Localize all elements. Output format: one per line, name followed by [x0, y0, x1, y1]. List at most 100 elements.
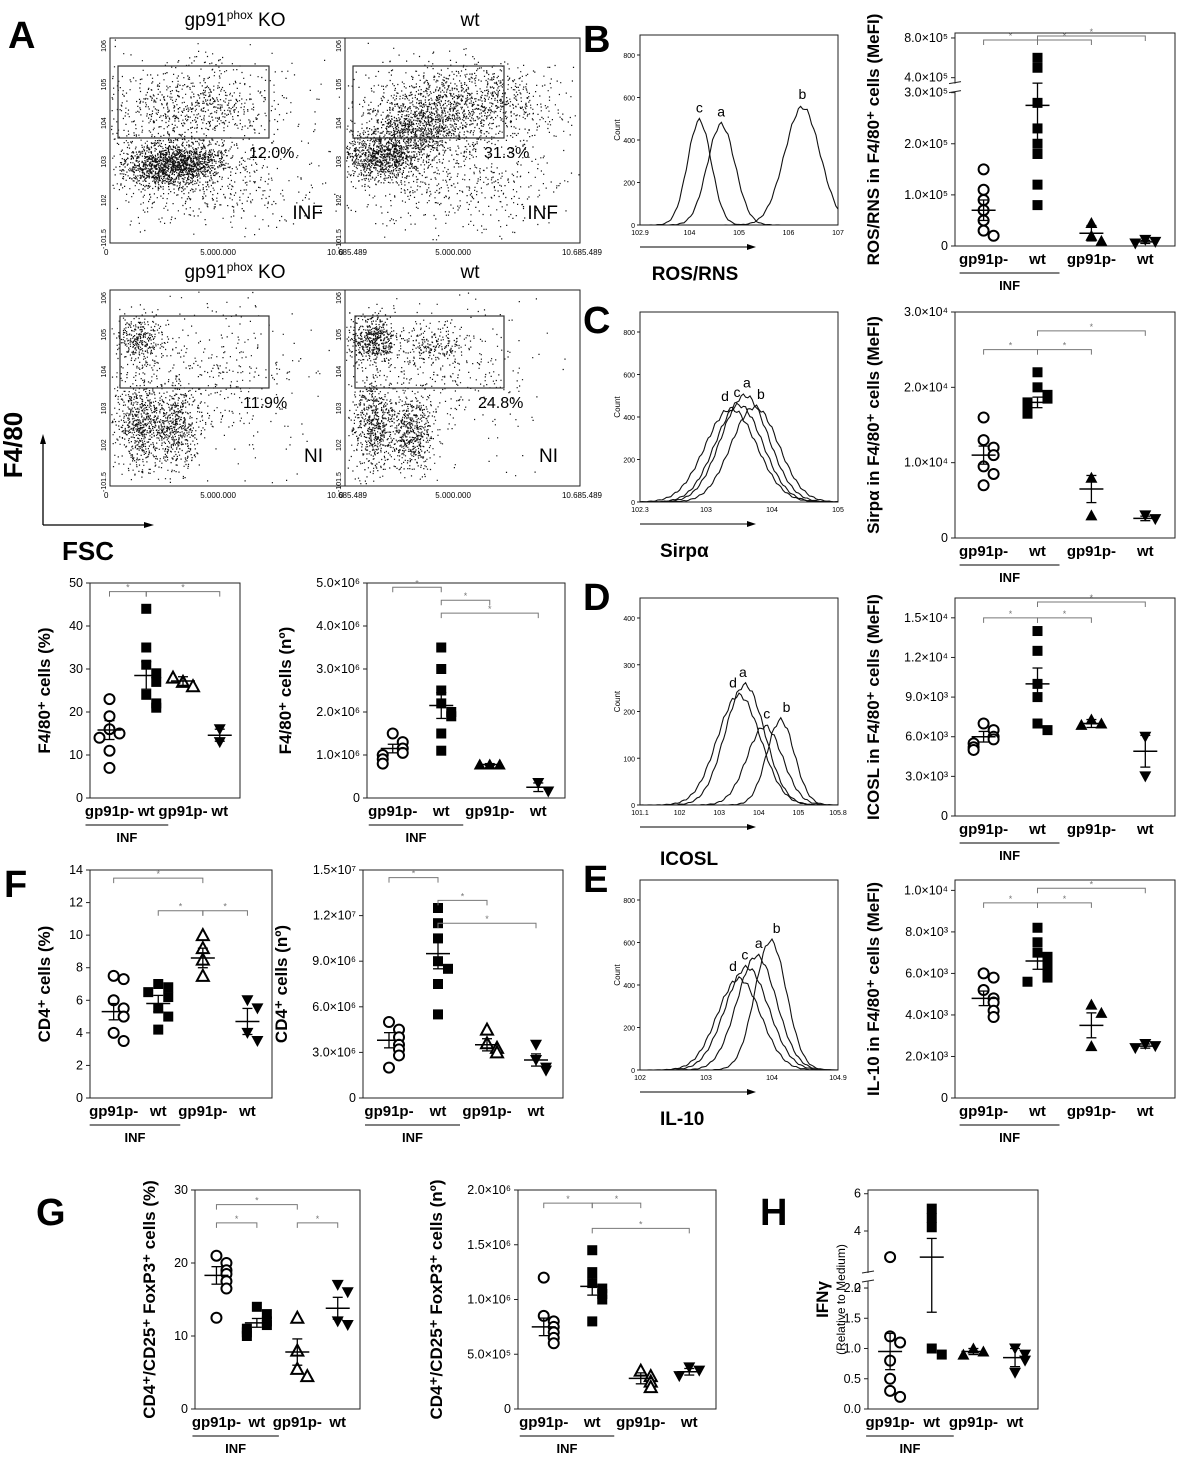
- histogram-peak-label: d: [721, 388, 729, 404]
- histogram-curve: [640, 975, 838, 1071]
- scatter-y-tick: 1.0×10⁴: [904, 883, 948, 897]
- data-point: [1139, 771, 1152, 783]
- histogram-B: 0 200 400 600 800 Count 102.9 104 105 106 107 c a b RO…: [613, 34, 844, 285]
- flow-condition-tag: NI: [539, 446, 558, 467]
- data-point: [107, 1026, 120, 1039]
- flow-x-tick-zero: 0: [104, 248, 109, 257]
- scatter-y-label: ICOSL in F4/80⁺ cells (MeFI): [864, 594, 883, 820]
- flow-y-tick: 103: [101, 402, 108, 414]
- data-point: [251, 1003, 264, 1015]
- data-point: [220, 1282, 233, 1295]
- histogram-y-tick: 600: [623, 373, 635, 380]
- scatter-category-label: gp91p-: [1067, 1103, 1116, 1120]
- histogram-frame: [639, 597, 839, 806]
- histogram-frame: [639, 311, 839, 503]
- flow-y-tick: 103: [101, 156, 108, 168]
- scatter-category-label: wt: [1028, 251, 1046, 268]
- data-point: [103, 744, 116, 757]
- data-point: [987, 1011, 1000, 1024]
- data-point: [107, 969, 120, 982]
- data-point: [141, 689, 152, 700]
- scatter-y-tick: 0: [76, 791, 83, 805]
- flow-y-tick: 106: [101, 40, 108, 52]
- histogram-peak-label: b: [798, 86, 806, 102]
- significance-star: *: [639, 1219, 643, 1229]
- histogram-curve: [640, 393, 838, 503]
- scatter-y-label: ROS/RNS in F4/80⁺ cells (MeFI): [864, 14, 883, 266]
- histogram-x-tick: 105: [793, 810, 805, 817]
- data-point: [341, 1320, 354, 1332]
- data-point: [251, 1036, 264, 1047]
- group-label: INF: [999, 278, 1020, 293]
- significance-bracket: [1037, 39, 1092, 45]
- data-point: [1009, 1367, 1022, 1379]
- scatter-category-label: gp91p-: [959, 821, 1008, 838]
- scatter-frame: [89, 869, 273, 1099]
- significance-star: *: [1009, 609, 1013, 619]
- scatter-y-label: IFNγ: [813, 1281, 832, 1318]
- significance-star: *: [156, 869, 160, 879]
- significance-star: *: [566, 1194, 570, 1204]
- histogram-curve: [640, 117, 838, 226]
- data-point: [987, 971, 1000, 984]
- scatter-category-label: wt: [238, 1103, 256, 1120]
- histogram-peak-label: d: [729, 958, 737, 974]
- scatter-category-label: wt: [248, 1414, 266, 1431]
- data-point: [597, 1289, 608, 1300]
- data-point: [1019, 1349, 1032, 1361]
- scatter-y-tick: 14: [69, 863, 83, 877]
- scatter-y-tick: 2.0×10³: [905, 1049, 948, 1063]
- histogram-curve: [640, 716, 838, 806]
- histogram-D: 0 100 200 300 400 Count 101.1 102 103 104 105 105.8…: [613, 597, 847, 870]
- scatter-category-label: gp91p-: [364, 1103, 413, 1120]
- flow-y-tick: 106: [336, 292, 343, 304]
- data-point: [542, 786, 555, 798]
- flow-x-tick-mid: 5.000.000: [435, 248, 471, 257]
- scatter-y-tick: 6.0×10³: [905, 730, 948, 744]
- data-point: [383, 1061, 395, 1074]
- group-label: INF: [406, 830, 427, 845]
- histogram-y-tick: 0: [631, 1068, 635, 1075]
- histogram-x-label: ICOSL: [660, 849, 718, 870]
- flow-title-tail: KO: [253, 10, 286, 31]
- data-point: [1075, 718, 1088, 730]
- histogram-x-tick: 101.1: [631, 810, 649, 817]
- scatter-category-label: wt: [1028, 821, 1046, 838]
- scatter-chart-G-pct: 0 10 20 30 CD4⁺/CD25⁺ FoxP3⁺ cells (%) gp91p-…: [140, 1180, 361, 1456]
- group-label: INF: [999, 1130, 1020, 1145]
- scatter-y-tick: 1.0×10⁵: [904, 188, 948, 202]
- scatter-frame: [362, 869, 564, 1099]
- flow-plot-title: wt: [460, 10, 481, 31]
- significance-star: *: [464, 591, 468, 601]
- panel-letter-d: D: [583, 577, 610, 619]
- flow-plot-title: gp91phox KO: [184, 8, 285, 31]
- histogram-peak-label: a: [743, 375, 751, 391]
- histogram-curve: [640, 681, 838, 806]
- flow-plot-3: gp91phox KO 11.9% NI 0 5.000.000 10.685.489 10…: [101, 260, 368, 500]
- flow-x-arrowhead: [144, 522, 154, 528]
- flow-x-tick-max: 10.685.489: [562, 248, 603, 257]
- flow-x-axis-label: FSC: [62, 536, 114, 566]
- data-point: [957, 1348, 970, 1360]
- scatter-y-tick: 30: [174, 1183, 188, 1197]
- histogram-peak-label: c: [763, 705, 770, 721]
- flow-x-tick-zero: 0: [104, 491, 109, 500]
- histogram-x-arrowhead: [747, 521, 756, 527]
- scatter-y-tick: 0: [76, 1091, 83, 1105]
- significance-bracket: [388, 877, 439, 883]
- scatter-y-tick: 6.0×10³: [905, 966, 948, 980]
- histogram-peak-label: a: [739, 664, 747, 680]
- significance-bracket: [1037, 35, 1146, 41]
- scatter-frame: [89, 582, 241, 799]
- histogram-x-tick: 103: [713, 810, 725, 817]
- scatter-y-tick: 30: [69, 662, 83, 676]
- histogram-x-label: Sirpα: [660, 541, 709, 562]
- data-point: [117, 973, 130, 986]
- significance-star: *: [235, 1214, 239, 1224]
- data-point: [597, 1294, 608, 1305]
- scatter-y-tick: 10: [69, 748, 83, 762]
- significance-bracket: [392, 586, 442, 593]
- scatter-category-label: wt: [922, 1414, 940, 1431]
